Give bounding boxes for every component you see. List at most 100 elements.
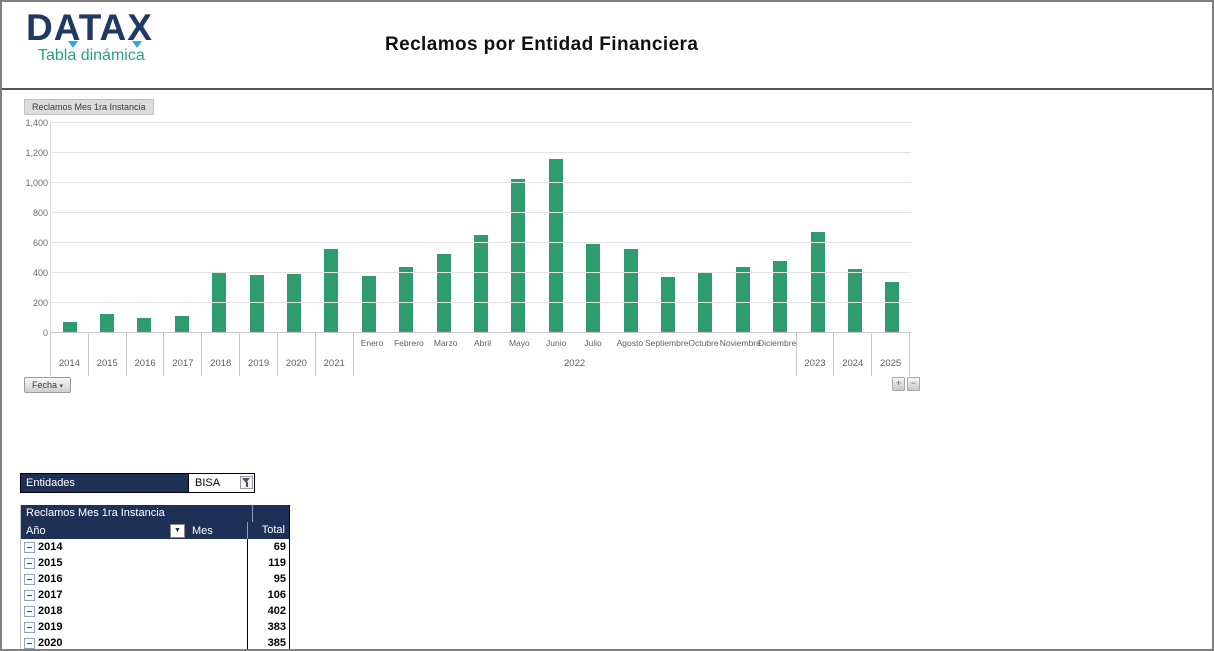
axis-group-2022: Enero Febrero Marzo Abril Mayo Junio Julio Agos…	[352, 332, 796, 376]
collapse-row-icon[interactable]	[24, 589, 35, 601]
chart-plot-area	[50, 122, 911, 333]
month-tick-label: Julio	[575, 338, 612, 348]
bar[interactable]	[586, 244, 601, 332]
bar[interactable]	[174, 316, 189, 332]
collapse-row-icon[interactable]	[24, 621, 35, 633]
bar[interactable]	[324, 249, 339, 332]
bar-slot	[275, 122, 312, 332]
x-axis-labels: 2014 2015 2016 2017 2018 2019 2020 2021 Enero Feb…	[50, 332, 911, 376]
year-tick-text: 2021	[323, 358, 345, 369]
month-tick-label: Septiembre	[644, 337, 689, 348]
bar[interactable]	[137, 318, 152, 332]
year-tick-text: 2015	[96, 358, 118, 369]
collapse-row-icon[interactable]	[24, 541, 35, 553]
pivot-table: Reclamos Mes 1ra Instancia Año ▼ Mes Tot…	[20, 505, 290, 649]
bar-slot	[51, 122, 88, 332]
total-value-cell: 383	[247, 619, 289, 635]
gridline	[51, 152, 911, 153]
table-row: 2017 106	[21, 587, 289, 603]
bar[interactable]	[847, 269, 862, 332]
year-tick-label: 2024	[834, 353, 871, 374]
total-value-cell: 119	[247, 555, 289, 571]
filter-value-cell[interactable]: BISA	[188, 474, 254, 492]
bar-slot	[163, 122, 200, 332]
bar[interactable]	[436, 254, 451, 332]
drill-buttons: + −	[892, 377, 920, 391]
bar[interactable]	[399, 267, 414, 332]
table-row: 2018 402	[21, 603, 289, 619]
logo-subtitle: Tabla dinámica	[38, 47, 145, 64]
month-tick-label: Noviembre	[720, 338, 761, 348]
logo-wordmark: DATAX	[26, 9, 153, 48]
bar-slot	[874, 122, 911, 332]
bar[interactable]	[473, 235, 488, 332]
month-tick-text: Marzo	[433, 337, 458, 348]
chart-axis-field-button[interactable]: Fecha ▾	[24, 377, 72, 393]
bar[interactable]	[511, 179, 526, 332]
month-tick-text: Febrero	[393, 337, 424, 348]
bar[interactable]	[810, 232, 825, 332]
bar[interactable]	[735, 267, 750, 332]
bar-slot	[724, 122, 761, 332]
axis-group-2019: 2019	[239, 332, 277, 376]
month-tick-text: Septiembre	[644, 337, 689, 348]
bar-slot	[687, 122, 724, 332]
year-tick-text: 2014	[58, 358, 80, 369]
bar[interactable]	[660, 277, 675, 332]
month-label-row	[240, 332, 277, 353]
table-row: 2016 95	[21, 571, 289, 587]
bar-slot	[649, 122, 686, 332]
month-label-row	[127, 332, 164, 353]
bar[interactable]	[249, 275, 264, 332]
month-label-row	[316, 332, 353, 353]
chart-value-field-button[interactable]: Reclamos Mes 1ra Instancia	[24, 99, 154, 115]
year-cell: 2015	[21, 557, 247, 569]
axis-group-2018: 2018	[201, 332, 239, 376]
bar[interactable]	[62, 322, 77, 332]
bar[interactable]	[885, 282, 900, 332]
pivot-title-total-cell	[252, 505, 289, 522]
collapse-row-icon[interactable]	[24, 637, 35, 649]
month-tick-text: Agosto	[616, 337, 644, 348]
month-tick-label: Abril	[464, 338, 501, 348]
bar-slot	[88, 122, 125, 332]
month-label-row	[164, 332, 201, 353]
axis-group-2014: 2014	[50, 332, 88, 376]
bar[interactable]	[100, 314, 115, 332]
y-axis-tick-label: 1,400	[25, 118, 48, 128]
year-filter-dropdown-button[interactable]: ▼	[170, 523, 185, 538]
month-column-header: Mes	[192, 524, 213, 537]
filter-dropdown-button[interactable]	[240, 476, 253, 489]
year-tick-label: 2025	[872, 353, 909, 374]
y-axis-tick-label: 800	[32, 208, 48, 218]
collapse-row-icon[interactable]	[24, 573, 35, 585]
bar[interactable]	[287, 274, 302, 332]
year-tick-text: 2018	[210, 358, 232, 369]
month-tick-label: Marzo	[427, 338, 464, 348]
collapse-row-icon[interactable]	[24, 605, 35, 617]
collapse-field-button[interactable]: −	[907, 377, 920, 391]
pivot-table-title-row: Reclamos Mes 1ra Instancia	[21, 505, 289, 522]
month-tick-label: Junio	[538, 338, 575, 348]
year-tick-text: 2022	[564, 358, 586, 369]
year-tick-label: 2019	[240, 353, 277, 374]
bar[interactable]	[623, 249, 638, 332]
month-tick-text: Julio	[584, 337, 602, 348]
year-tick-text: 2016	[134, 358, 156, 369]
year-tick-text: 2019	[247, 358, 270, 369]
y-axis-tick-label: 600	[32, 238, 48, 248]
y-axis-tick-label: 1,000	[25, 178, 48, 188]
bar[interactable]	[773, 261, 788, 332]
bar-slot	[574, 122, 611, 332]
page-title: Reclamos por Entidad Financiera	[385, 34, 699, 55]
bar-slot	[537, 122, 574, 332]
month-label-row	[872, 332, 909, 353]
year-value: 2015	[38, 557, 63, 569]
bar[interactable]	[361, 276, 376, 332]
expand-field-button[interactable]: +	[892, 377, 905, 391]
month-tick-label: Diciembre	[758, 338, 796, 348]
collapse-row-icon[interactable]	[24, 557, 35, 569]
bar[interactable]	[548, 159, 563, 332]
bar-slot	[836, 122, 873, 332]
